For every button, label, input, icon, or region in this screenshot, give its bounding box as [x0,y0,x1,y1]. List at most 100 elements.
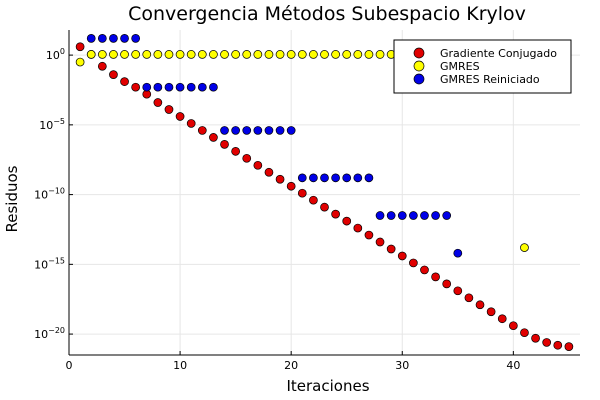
data-point [286,126,296,135]
data-point [286,50,296,59]
data-point [420,265,429,275]
data-point [353,50,363,59]
data-point [209,50,218,59]
data-point [197,50,207,59]
legend-label: Gradiente Conjugado [440,47,557,60]
data-point [531,333,540,343]
y-tick-exponent: −5 [53,117,65,126]
data-point [353,173,363,183]
axes [68,30,580,356]
data-point [186,119,196,128]
data-point [120,34,129,43]
data-point [175,112,185,121]
y-tick-base: 10 [39,119,53,132]
y-tick-label: 10−15 [34,256,65,271]
data-point [142,82,152,92]
data-point [364,173,374,183]
data-point [453,248,463,258]
legend-label: GMRES [440,60,480,73]
data-point [553,340,563,350]
data-point [231,147,240,156]
data-point [386,211,396,220]
x-ticks: 0 10 20 30 40 [66,351,520,372]
data-point [197,82,207,92]
data-point [97,61,107,71]
y-tick-base: 10 [34,328,48,341]
data-point [364,50,374,59]
data-point [520,328,529,338]
data-point [342,173,352,183]
data-point [242,126,252,135]
data-point [231,126,240,135]
y-tick-base: 10 [46,49,60,62]
data-point [497,314,507,324]
data-point [442,211,452,220]
data-point [409,258,418,268]
data-point [164,105,174,114]
data-point [75,42,85,52]
data-point [464,293,474,303]
data-point [364,230,374,240]
data-point [309,50,318,59]
data-point [86,50,96,59]
data-point [297,50,307,59]
data-point [264,126,274,135]
data-point [297,188,307,198]
data-point [242,50,252,59]
data-point [275,174,285,184]
data-point [120,77,129,86]
series-2 [86,34,463,258]
data-point [309,173,318,183]
data-point [331,50,340,59]
data-point [109,50,118,59]
x-tick-label: 30 [395,359,409,372]
data-point [431,211,440,220]
data-point [275,126,285,135]
y-axis-label: Residuos [3,165,21,232]
data-point [453,286,463,296]
chart-title: Convergencia Métodos Subespacio Krylov [128,3,526,25]
data-point [375,211,385,220]
data-point [164,82,174,92]
data-point [309,195,318,205]
data-point [131,50,141,59]
data-point [220,126,229,135]
y-tick-label: 100 [46,47,65,62]
y-tick-label: 10−10 [34,187,65,202]
data-point [353,223,363,233]
data-point [431,272,440,282]
data-point [242,153,252,163]
data-point [253,50,263,59]
data-point [375,50,385,59]
data-point [475,300,485,310]
y-tick-label: 10−5 [39,117,65,132]
series-0 [75,42,574,351]
data-point [542,338,552,347]
y-tick-base: 10 [34,189,48,202]
data-point [209,133,218,142]
data-point [97,50,107,59]
data-point [175,82,185,92]
data-point [264,50,274,59]
data-point [397,211,407,220]
data-point [275,50,285,59]
data-point [331,173,340,183]
data-point [409,211,418,220]
data-point [342,50,352,59]
data-point [397,251,407,261]
data-point [197,126,207,135]
data-point [320,202,329,212]
y-tick-exponent: −15 [48,256,65,265]
data-point [286,181,296,191]
data-point [442,279,452,289]
data-point [520,243,529,252]
data-point [109,34,118,43]
data-point [153,82,163,92]
y-tick-exponent: −20 [48,326,65,335]
data-point [220,50,229,59]
data-point [386,244,396,254]
data-point [131,82,141,92]
legend-marker [413,73,425,85]
